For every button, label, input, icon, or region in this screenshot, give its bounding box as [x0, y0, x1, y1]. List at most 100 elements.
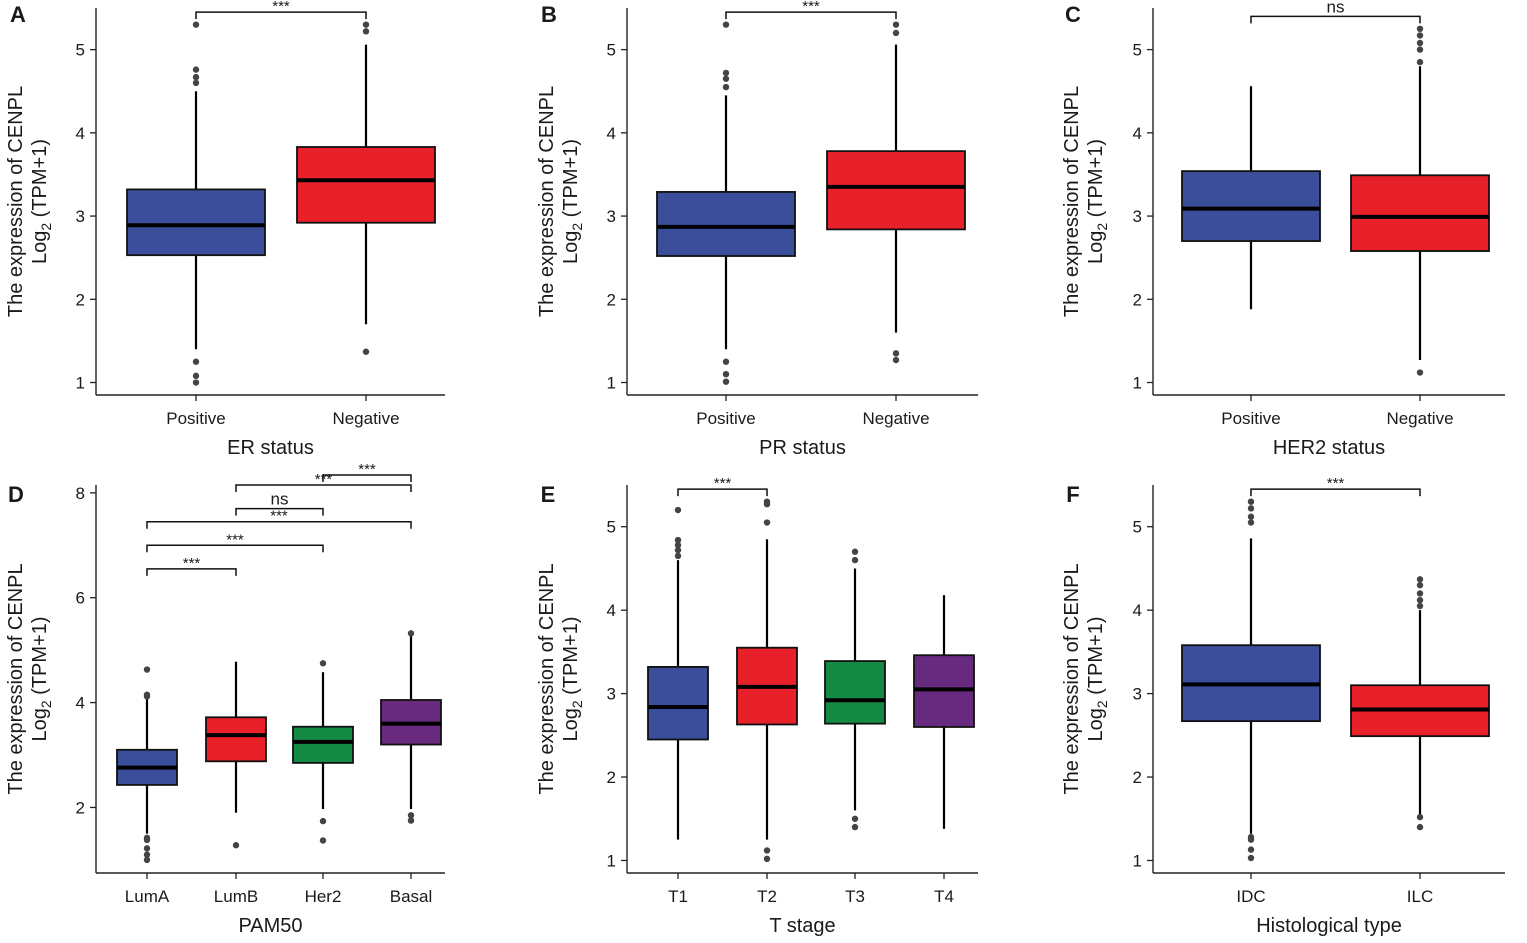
bracket-line — [146, 544, 324, 553]
outlier-point — [1416, 590, 1424, 597]
outlier-point — [1416, 813, 1424, 821]
x-tick-label: Positive — [166, 409, 226, 428]
significance-bracket: *** — [146, 508, 412, 529]
outlier-point — [722, 358, 730, 365]
outlier-point — [407, 812, 415, 819]
x-tick-label: Positive — [696, 409, 756, 428]
bracket-line — [235, 507, 324, 516]
outlier-point — [1416, 25, 1424, 33]
y-axis-title-line2: Log2 (TPM+1) — [1085, 616, 1110, 741]
outlier-point — [1416, 576, 1424, 583]
panel-letter: A — [10, 2, 26, 27]
significance-bracket: ns — [1250, 0, 1421, 24]
y-tick-label: 4 — [1133, 124, 1142, 143]
x-tick-label: T2 — [757, 887, 777, 906]
x-tick-label: Negative — [332, 409, 399, 428]
outlier-point — [1416, 602, 1424, 610]
panel-letter: C — [1065, 2, 1081, 27]
y-tick-label: 5 — [76, 41, 85, 60]
y-tick-label: 5 — [607, 41, 616, 60]
outlier-point — [763, 498, 771, 505]
y-tick-label: 1 — [1133, 374, 1142, 393]
outlier-point — [722, 378, 730, 385]
panel-b: B 1 2 3 4 5 Positive Negative PR status The expre… — [536, 0, 978, 459]
bracket-line — [195, 11, 367, 20]
box-iqr — [126, 188, 266, 257]
box-iqr — [824, 660, 886, 725]
y-tick-label: 8 — [76, 484, 85, 503]
box-positive — [656, 21, 796, 385]
box-iqr — [1350, 174, 1490, 252]
outlier-point — [674, 506, 682, 514]
outlier-point — [722, 83, 730, 91]
outlier-point — [851, 815, 859, 822]
outlier-point — [763, 847, 771, 854]
x-tick-label: LumA — [125, 887, 170, 906]
x-axis-title: T stage — [769, 915, 835, 937]
y-tick-label: 2 — [1133, 768, 1142, 787]
y-tick-label: 2 — [76, 290, 85, 309]
y-tick-label: 2 — [1133, 290, 1142, 309]
outlier-point — [1247, 513, 1255, 520]
outlier-point — [1416, 39, 1424, 47]
box-negative — [1350, 25, 1490, 376]
y-axis-title-line1: The expression of CENPL — [536, 86, 558, 317]
y-axis-title-line2: Log2 (TPM+1) — [1085, 139, 1110, 264]
significance-label: *** — [183, 555, 201, 572]
significance-label: *** — [226, 531, 244, 548]
outlier-point — [362, 348, 370, 355]
outlier-point — [722, 69, 730, 77]
outlier-point — [362, 28, 370, 35]
y-tick-label: 1 — [1133, 851, 1142, 870]
outlier-point — [892, 29, 900, 37]
outlier-point — [674, 541, 682, 549]
outlier-point — [143, 834, 151, 842]
box-positive — [126, 21, 266, 386]
y-axis-title-line1: The expression of CENPL — [5, 563, 27, 794]
significance-bracket: ns — [235, 490, 324, 516]
significance-label: *** — [272, 0, 290, 15]
panel-d: D 2 4 6 8 LumA LumB Her2 Basal PAM50 The expressio… — [5, 461, 445, 937]
outlier-point — [722, 21, 730, 28]
outlier-point — [192, 66, 200, 73]
outlier-point — [1247, 846, 1255, 853]
outlier-point — [674, 536, 682, 544]
x-tick-label: IDC — [1236, 887, 1265, 906]
box-luma — [116, 666, 178, 864]
panel-letter: D — [8, 482, 24, 507]
bracket-line — [235, 484, 412, 492]
y-tick-label: 5 — [607, 518, 616, 537]
outlier-point — [319, 660, 327, 667]
significance-bracket: *** — [725, 0, 897, 20]
y-tick-label: 3 — [1133, 207, 1142, 226]
outlier-point — [1416, 823, 1424, 831]
y-tick-label: 3 — [607, 207, 616, 226]
box-t3 — [824, 548, 886, 831]
box-iqr — [296, 146, 436, 224]
box-iqr — [826, 150, 966, 231]
outlier-point — [407, 630, 415, 637]
x-tick-label: T3 — [845, 887, 865, 906]
box-positive — [1181, 86, 1321, 310]
significance-label: *** — [270, 508, 288, 525]
outlier-point — [892, 356, 900, 364]
x-tick-label: T4 — [934, 887, 954, 906]
y-tick-label: 4 — [76, 124, 85, 143]
outlier-point — [763, 855, 771, 863]
box-iqr — [656, 191, 796, 257]
significance-label: *** — [802, 0, 820, 15]
significance-label: *** — [714, 475, 732, 492]
significance-label: *** — [358, 461, 376, 478]
y-axis-title-line2: Log2 (TPM+1) — [29, 616, 54, 741]
y-tick-label: 3 — [1133, 685, 1142, 704]
significance-bracket: *** — [322, 461, 412, 482]
outlier-point — [1247, 854, 1255, 862]
x-tick-label: Basal — [390, 887, 433, 906]
box-her2 — [292, 660, 354, 844]
y-tick-label: 2 — [607, 290, 616, 309]
panel-letter: F — [1066, 482, 1079, 507]
outlier-point — [407, 817, 415, 824]
y-axis-title-line2: Log2 (TPM+1) — [560, 139, 585, 264]
bracket-line — [146, 520, 412, 529]
outlier-point — [1416, 581, 1424, 589]
